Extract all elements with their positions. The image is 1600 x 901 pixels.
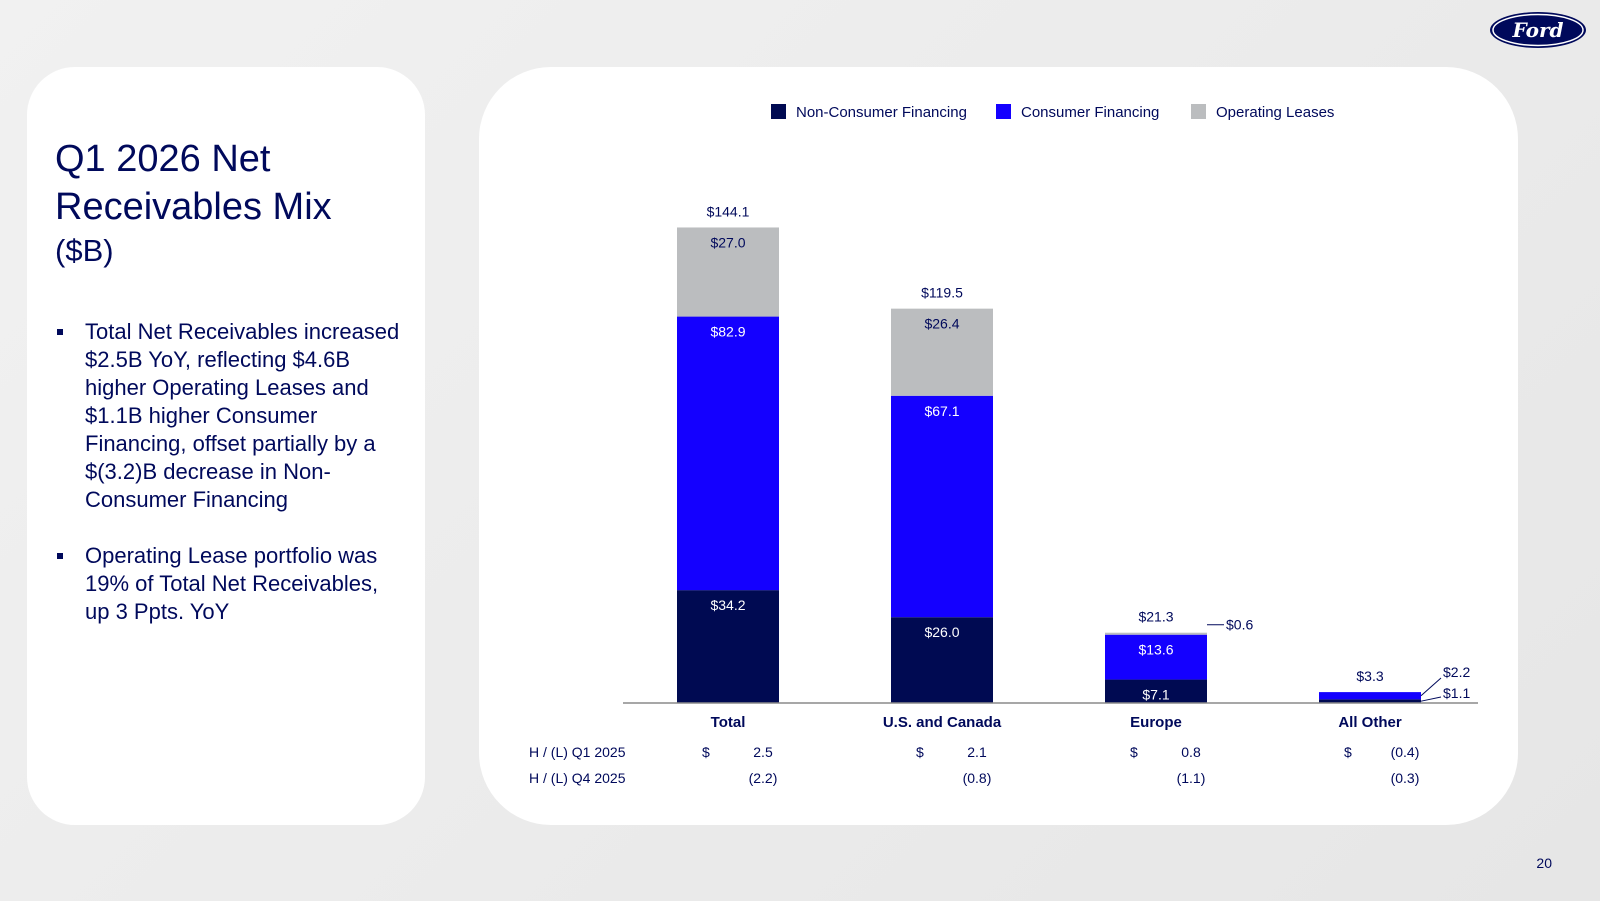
data-label: $7.1 [1142,687,1169,703]
data-label: $2.2 [1443,664,1470,680]
data-label: $0.6 [1226,617,1253,633]
total-label: $119.5 [921,285,963,301]
currency-symbol: $ [1344,744,1352,760]
data-label: $67.1 [924,403,959,419]
total-label: $3.3 [1356,668,1383,684]
data-label: $26.4 [924,316,959,332]
comparison-value: 2.1 [967,744,987,760]
currency-symbol: $ [702,744,710,760]
bar-segment [1319,699,1421,703]
bullet-item: Operating Lease portfolio was 19% of Tot… [55,542,400,626]
total-label: $21.3 [1138,609,1173,625]
legend-swatch [996,104,1011,119]
comparison-value: (2.2) [749,770,778,786]
comparison-row-label: H / (L) Q1 2025 [529,744,626,760]
page-number: 20 [1536,855,1552,871]
category-label: U.S. and Canada [883,714,1002,731]
category-label: Total [711,714,746,731]
comparison-value: 0.8 [1181,744,1201,760]
data-label: $13.6 [1138,642,1173,658]
data-label: $82.9 [710,324,745,340]
bullet-list: Total Net Receivables increased $2.5B Yo… [55,318,400,654]
callout-leader [1420,696,1442,702]
bar-segment [1105,679,1207,703]
bar-segment [1319,692,1421,700]
legend-label: Consumer Financing [1021,104,1159,121]
bar-segment [677,316,779,591]
legend-label: Operating Leases [1216,104,1334,121]
bar-segment [677,227,779,317]
legend-label: Non-Consumer Financing [796,104,967,121]
currency-symbol: $ [1130,744,1138,760]
bar-segment [891,617,993,703]
bar-segment [677,590,779,703]
legend-swatch [1191,104,1206,119]
legend-swatch [771,104,786,119]
logo-text: Ford [1512,18,1564,42]
title-line-2: Receivables Mix [55,186,332,228]
currency-symbol: $ [916,744,924,760]
total-label: $144.1 [707,203,750,219]
data-label: $34.2 [710,597,745,613]
ford-logo: Ford [1490,12,1586,48]
comparison-value: (0.3) [1391,770,1420,786]
data-label: $1.1 [1443,685,1470,701]
comparison-row-label: H / (L) Q4 2025 [529,770,626,786]
title-unit: ($B) [55,233,114,268]
category-label: Europe [1130,714,1182,731]
bar-segment [891,395,993,618]
comparison-value: (0.4) [1391,744,1420,760]
bar-segment [891,308,993,396]
comparison-value: (0.8) [963,770,992,786]
summary-panel [27,67,425,825]
comparison-value: (1.1) [1177,770,1206,786]
bar-segment [1105,632,1207,635]
category-label: All Other [1338,714,1402,731]
bar-segment [1105,634,1207,680]
callout-leader [1420,677,1442,697]
data-label: $27.0 [710,234,745,250]
bullet-item: Total Net Receivables increased $2.5B Yo… [55,318,400,514]
slide-title: Q1 2026 Net Receivables Mix ($B) [55,135,415,271]
comparison-value: 2.5 [753,744,773,760]
title-line-1: Q1 2026 Net [55,138,271,180]
data-label: $26.0 [924,624,959,640]
